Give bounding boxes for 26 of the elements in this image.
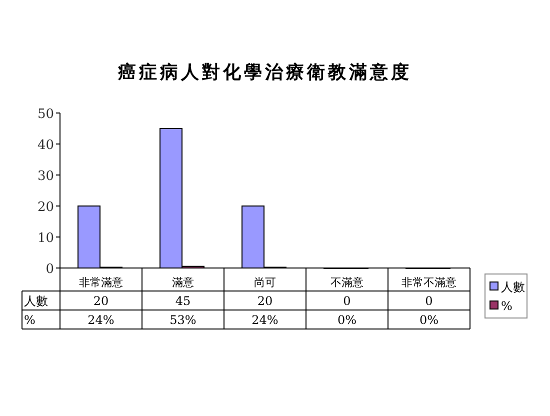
data-label: 20 xyxy=(257,294,273,308)
text: % xyxy=(24,313,36,327)
x-tick-label: 非常滿意 xyxy=(79,276,123,289)
data-label: 0% xyxy=(337,313,357,327)
legend-label: % xyxy=(501,299,512,313)
chart-title: 癌症病人對化學治療衛教滿意度 xyxy=(117,62,412,83)
y-tick-label: 0 xyxy=(46,262,54,277)
y-tick-label: 20 xyxy=(37,200,54,215)
data-label: 20 xyxy=(93,294,109,308)
data-label: 0 xyxy=(425,294,433,308)
y-tick-label: 30 xyxy=(37,169,54,184)
data-label: 24% xyxy=(252,313,278,327)
data-label: 0% xyxy=(419,313,439,327)
x-tick-label: 非常不滿意 xyxy=(402,276,456,289)
data-label: 53% xyxy=(170,313,196,327)
x-tick-label: 不滿意 xyxy=(330,276,364,289)
x-tick-label: 滿意 xyxy=(172,276,194,289)
data-label: 24% xyxy=(88,313,114,327)
text: 人數 xyxy=(24,294,48,308)
data-label: 0 xyxy=(343,294,351,308)
legend-label: 人數 xyxy=(501,280,525,294)
y-tick-label: 50 xyxy=(37,107,54,122)
data-label: 45 xyxy=(175,294,191,308)
y-tick-label: 40 xyxy=(37,138,54,153)
y-tick-label: 10 xyxy=(37,231,54,246)
x-tick-label: 尚可 xyxy=(254,276,276,289)
